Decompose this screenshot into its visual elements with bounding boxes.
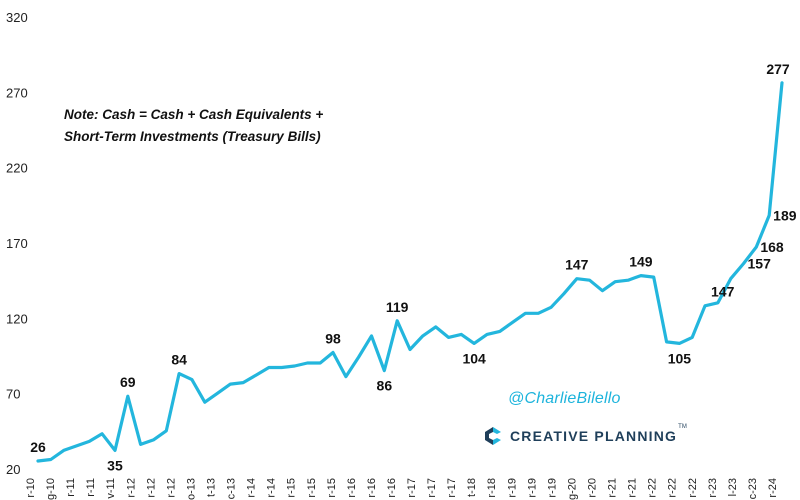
brand-watermark: CREATIVE PLANNING TM — [482, 424, 687, 448]
x-tick-label: r-24 — [767, 478, 779, 498]
y-tick-label: 170 — [6, 236, 28, 251]
data-label: 86 — [377, 378, 393, 394]
y-tick-label: 70 — [6, 387, 20, 402]
data-label: 277 — [766, 61, 790, 77]
y-tick-label: 270 — [6, 85, 28, 100]
data-label: 147 — [565, 257, 589, 273]
x-tick-label: r-14 — [266, 478, 278, 498]
data-label: 149 — [629, 254, 653, 270]
x-tick-label: c-23 — [747, 478, 759, 499]
data-label: 189 — [773, 207, 797, 223]
data-label: 26 — [30, 439, 46, 455]
y-tick-label: 120 — [6, 311, 28, 326]
x-tick-label: r-19 — [506, 478, 518, 498]
x-tick-label: r-17 — [406, 478, 418, 498]
x-tick-label: r-17 — [446, 478, 458, 498]
x-tick-label: r-11 — [65, 478, 77, 497]
x-tick-label: r-19 — [526, 478, 538, 498]
x-tick-label: l-23 — [727, 478, 739, 496]
chart-note: Note: Cash = Cash + Cash Equivalents + S… — [64, 104, 394, 148]
data-label: 168 — [760, 239, 784, 255]
y-tick-label: 320 — [6, 10, 28, 25]
data-label: 69 — [120, 374, 136, 390]
x-tick-label: r-23 — [707, 478, 719, 498]
y-tick-label: 20 — [6, 462, 20, 477]
data-label: 147 — [711, 284, 735, 300]
x-tick-label: r-14 — [246, 478, 258, 498]
x-tick-label: r-18 — [486, 478, 498, 498]
x-tick-label: v-11 — [105, 478, 117, 499]
x-tick-label: r-15 — [326, 478, 338, 498]
x-tick-label: r-22 — [667, 478, 679, 498]
x-tick-label: r-15 — [306, 478, 318, 498]
x-tick-label: r-20 — [587, 478, 599, 498]
x-tick-label: r-21 — [627, 478, 639, 498]
x-tick-label: o-13 — [185, 478, 197, 500]
x-tick-label: r-12 — [145, 478, 157, 498]
data-label: 157 — [748, 256, 772, 272]
data-label: 119 — [386, 299, 409, 315]
note-line-2: Short-Term Investments (Treasury Bills) — [64, 129, 321, 144]
x-tick-label: r-16 — [366, 478, 378, 498]
data-label: 105 — [668, 350, 692, 366]
author-handle: @CharlieBilello — [508, 390, 621, 407]
creative-planning-logo-icon — [485, 427, 501, 445]
x-tick-label: t-18 — [466, 478, 478, 497]
x-tick-label: r-19 — [546, 478, 558, 498]
x-tick-label: r-17 — [426, 478, 438, 498]
x-tick-label: c-13 — [226, 478, 238, 499]
x-tick-label: r-21 — [607, 478, 619, 498]
x-tick-label: g-10 — [45, 478, 57, 500]
x-tick-label: r-15 — [286, 478, 298, 498]
x-tick-label: r-12 — [165, 478, 177, 498]
x-tick-label: r-16 — [386, 478, 398, 498]
x-tick-label: t-13 — [205, 478, 217, 497]
x-tick-label: r-22 — [647, 478, 659, 498]
brand-name: CREATIVE PLANNING — [510, 428, 678, 444]
data-label: 104 — [462, 350, 486, 366]
x-tick-label: r-12 — [125, 478, 137, 498]
y-axis: 320 270 220 170 120 70 20 — [6, 10, 28, 477]
x-tick-label: r-10 — [25, 478, 37, 498]
data-label: 98 — [325, 330, 341, 346]
series-cash — [36, 81, 784, 463]
x-tick-label: r-11 — [85, 478, 97, 497]
brand-trademark: TM — [678, 424, 687, 430]
note-line-1: Note: Cash = Cash + Cash Equivalents + — [64, 107, 324, 122]
x-tick-label: r-22 — [687, 478, 699, 498]
y-tick-label: 220 — [6, 161, 28, 176]
x-tick-label: r-16 — [346, 478, 358, 498]
x-axis: r-10 g-10 r-11 r-11 v-11 r-12 r-12 r-12 o-13 t-13… — [25, 478, 779, 500]
series-line — [36, 81, 784, 463]
x-tick-label: g-20 — [566, 478, 578, 500]
data-label: 35 — [107, 457, 123, 473]
data-label: 84 — [171, 352, 187, 368]
